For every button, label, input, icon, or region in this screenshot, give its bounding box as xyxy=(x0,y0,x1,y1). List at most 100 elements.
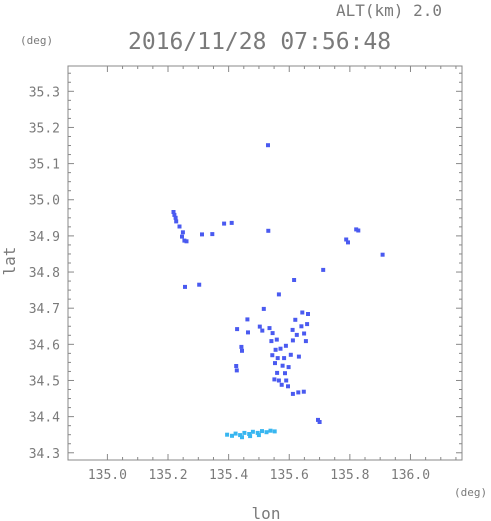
echo-point xyxy=(229,220,234,225)
echo-point xyxy=(248,434,253,439)
echo-point xyxy=(197,282,202,287)
axes: 135.0 135.2 135.4 135.6 135.8 136.0 34.3 34.4 34… xyxy=(29,66,462,483)
echo-point xyxy=(256,433,261,438)
echo-point xyxy=(264,430,269,435)
x-tick-label-1: 135.2 xyxy=(148,468,187,483)
echo-point xyxy=(233,431,238,436)
echo-point xyxy=(230,433,234,438)
x-tick-label-3: 135.6 xyxy=(270,468,309,483)
echo-point xyxy=(245,317,250,322)
echo-point xyxy=(173,215,178,220)
echo-point xyxy=(286,384,290,389)
echo-point xyxy=(354,227,359,232)
echo-point xyxy=(270,331,275,336)
echo-point xyxy=(290,391,295,396)
echo-point xyxy=(234,364,239,368)
echo-marks xyxy=(171,143,385,440)
echo-point xyxy=(282,356,287,361)
x-tick-label-5: 136.0 xyxy=(391,468,430,483)
y-tick-label-4: 34.7 xyxy=(29,302,60,317)
echo-point xyxy=(275,370,280,375)
echo-point xyxy=(268,428,273,433)
echo-point xyxy=(270,353,275,358)
echo-point xyxy=(316,417,320,422)
echo-point xyxy=(293,317,298,322)
echo-point xyxy=(356,228,361,233)
echo-point xyxy=(302,331,307,336)
x-tick-label-2: 135.4 xyxy=(209,468,248,483)
echo-point xyxy=(274,337,279,342)
echo-point xyxy=(260,429,264,434)
echo-point xyxy=(174,219,179,224)
echo-point xyxy=(301,389,306,394)
echo-point xyxy=(235,327,240,332)
echo-point xyxy=(276,378,281,383)
y-tick-label-3: 34.6 xyxy=(29,338,60,353)
echo-point xyxy=(180,234,184,239)
echo-point xyxy=(261,306,266,311)
echo-point xyxy=(171,210,176,214)
echo-point xyxy=(182,238,187,243)
echo-point xyxy=(260,328,265,333)
echo-point xyxy=(269,339,274,344)
echo-point xyxy=(266,143,270,148)
echo-point xyxy=(238,433,243,438)
echo-point xyxy=(288,352,293,357)
x-unit-label: (deg) xyxy=(454,486,487,499)
echo-point xyxy=(306,312,310,316)
echo-point xyxy=(279,382,284,387)
echo-point xyxy=(299,324,304,329)
echo-point xyxy=(225,432,230,437)
echo-point xyxy=(247,432,252,436)
echo-point xyxy=(273,347,278,352)
echo-point xyxy=(278,346,283,351)
x-tick-label-0: 135.0 xyxy=(88,468,127,483)
chart-title: 2016/11/28 07:56:48 xyxy=(128,29,391,55)
y-tick-label-9: 35.2 xyxy=(29,121,60,136)
y-tick-label-0: 34.3 xyxy=(29,447,60,462)
echo-point xyxy=(286,365,291,370)
y-tick-label-7: 35.0 xyxy=(29,194,60,209)
echo-point xyxy=(240,435,244,440)
x-tick-label-4: 135.8 xyxy=(330,468,369,483)
echo-point xyxy=(321,267,326,272)
echo-point xyxy=(239,344,244,349)
echo-point xyxy=(267,326,272,331)
echo-point xyxy=(242,430,247,435)
echo-point xyxy=(305,322,310,327)
altitude-label: ALT(km) 2.0 xyxy=(336,1,442,20)
y-tick-label-6: 34.9 xyxy=(29,230,60,245)
echo-point xyxy=(234,368,239,373)
echo-point xyxy=(275,356,280,361)
echo-point xyxy=(296,390,301,395)
echo-point xyxy=(255,430,260,435)
plot-frame xyxy=(67,65,463,461)
echo-point xyxy=(184,239,189,244)
echo-point xyxy=(273,361,277,366)
x-axis-label: lon xyxy=(252,504,281,521)
echo-point xyxy=(290,327,295,332)
echo-point xyxy=(283,371,287,376)
echo-point xyxy=(284,378,289,383)
echo-point xyxy=(200,232,204,237)
echo-point xyxy=(180,230,185,235)
y-tick-label-8: 35.1 xyxy=(29,158,60,173)
echo-point xyxy=(276,292,281,297)
echo-point xyxy=(283,343,288,348)
echo-point xyxy=(317,420,322,424)
echo-point xyxy=(210,232,215,237)
echo-point xyxy=(183,284,187,289)
echo-point xyxy=(303,339,308,344)
echo-point xyxy=(292,278,297,282)
echo-point xyxy=(272,377,277,382)
echo-point xyxy=(257,324,262,329)
echo-point xyxy=(266,228,271,233)
echo-point xyxy=(250,429,255,434)
echo-point xyxy=(177,224,182,229)
echo-point xyxy=(280,363,285,368)
echo-point xyxy=(246,330,250,335)
y-unit-label: (deg) xyxy=(20,34,53,47)
echo-point xyxy=(240,348,244,353)
echo-point xyxy=(294,332,299,337)
